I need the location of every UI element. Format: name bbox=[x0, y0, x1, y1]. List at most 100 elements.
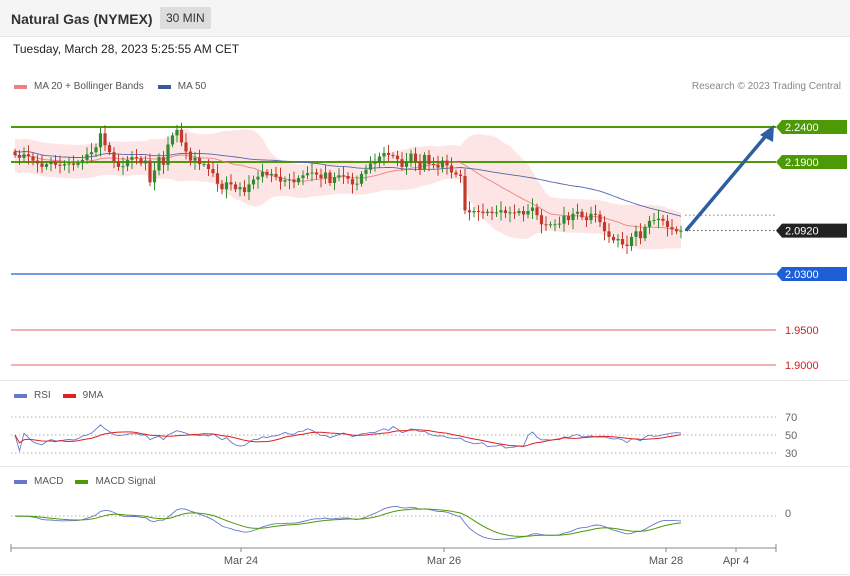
candle-body bbox=[602, 222, 607, 232]
candle-body bbox=[346, 176, 350, 179]
datetime-label: Tuesday, March 28, 2023 5:25:55 AM CET bbox=[13, 42, 240, 56]
candle-body bbox=[287, 179, 292, 181]
level-tag-2.2400 bbox=[776, 120, 847, 134]
candle-body bbox=[62, 164, 67, 166]
candle-body bbox=[337, 175, 341, 178]
level-label-2.1900: 2.1900 bbox=[785, 157, 819, 169]
candle-body bbox=[535, 207, 539, 216]
macd-legend-label: MACD bbox=[34, 476, 64, 487]
price-legend: MA 20 + Bollinger Bands MA 50 bbox=[14, 81, 206, 92]
candle-body bbox=[670, 227, 674, 230]
rsi-tick-label: 30 bbox=[785, 448, 797, 460]
candle-body bbox=[656, 218, 661, 221]
candle-body bbox=[611, 236, 616, 241]
x-axis-label: Mar 24 bbox=[224, 555, 258, 567]
candle-body bbox=[166, 144, 170, 165]
candle-body bbox=[458, 174, 463, 176]
candle-body bbox=[17, 155, 22, 158]
candle-body bbox=[647, 220, 652, 228]
candle-body bbox=[233, 184, 238, 190]
timeframe-badge[interactable]: 30 MIN bbox=[160, 7, 211, 29]
candle-body bbox=[575, 211, 580, 214]
candle-body bbox=[548, 224, 553, 226]
candle-body bbox=[71, 163, 76, 165]
macd-legend: MACD MACD Signal bbox=[14, 476, 155, 487]
forecast-arrow-head bbox=[760, 125, 774, 142]
candle-body bbox=[76, 162, 80, 165]
candle-body bbox=[350, 178, 355, 185]
candle-body bbox=[148, 160, 152, 183]
candle-body bbox=[188, 151, 193, 161]
ma20-swatch bbox=[14, 84, 27, 89]
candle-body bbox=[40, 163, 44, 167]
candle-body bbox=[202, 164, 206, 166]
candle-body bbox=[607, 231, 611, 237]
candle-body bbox=[566, 215, 571, 221]
candle-body bbox=[179, 129, 184, 143]
candle-body bbox=[242, 187, 247, 193]
candle-body bbox=[251, 179, 256, 185]
candle-body bbox=[391, 155, 395, 156]
ma50-swatch bbox=[157, 84, 171, 89]
level-tag-2.1900 bbox=[776, 155, 847, 169]
candle-body bbox=[85, 154, 89, 160]
candle-body bbox=[485, 211, 490, 214]
candle-body bbox=[499, 210, 503, 213]
candle-body bbox=[521, 211, 526, 215]
candle-body bbox=[661, 218, 665, 221]
macd-swatch bbox=[14, 479, 27, 484]
candle-body bbox=[197, 157, 202, 165]
x-axis-label: Mar 26 bbox=[427, 555, 461, 567]
candle-body bbox=[175, 129, 179, 136]
level-label-2.0300: 2.0300 bbox=[785, 269, 819, 281]
rsi-legend-label: RSI bbox=[34, 390, 51, 401]
x-axis-label: Apr 4 bbox=[723, 555, 749, 567]
candle-body bbox=[625, 244, 629, 246]
candlestick-series bbox=[13, 122, 683, 255]
candle-body bbox=[193, 157, 197, 161]
candle-body bbox=[454, 172, 458, 175]
candle-body bbox=[67, 163, 71, 165]
candle-body bbox=[238, 187, 242, 190]
candle-body bbox=[395, 155, 400, 160]
candle-body bbox=[292, 179, 296, 183]
rsi-tick-label: 50 bbox=[785, 430, 797, 442]
credit-label: Research © 2023 Trading Central bbox=[691, 81, 841, 92]
candle-body bbox=[634, 231, 638, 237]
candle-body bbox=[143, 160, 148, 164]
candle-body bbox=[679, 230, 683, 232]
candle-body bbox=[440, 160, 445, 168]
level-label-1.9500: 1.9500 bbox=[785, 325, 819, 337]
macd-signal-line bbox=[14, 508, 682, 537]
candle-body bbox=[49, 162, 53, 165]
candle-body bbox=[490, 211, 494, 214]
candle-body bbox=[26, 154, 31, 157]
candle-body bbox=[134, 157, 139, 159]
rsi-tick-label: 70 bbox=[785, 412, 797, 424]
candle-body bbox=[152, 170, 157, 183]
candle-body bbox=[157, 157, 161, 171]
candle-body bbox=[283, 180, 287, 182]
candle-body bbox=[53, 162, 58, 165]
candle-body bbox=[256, 176, 260, 180]
candle-body bbox=[616, 239, 620, 241]
candle-body bbox=[296, 178, 301, 183]
candle-body bbox=[638, 231, 643, 239]
level-tag-2.0300 bbox=[776, 267, 847, 281]
macd-signal-swatch bbox=[75, 479, 89, 484]
ma50-legend-label: MA 50 bbox=[177, 81, 207, 92]
candle-body bbox=[557, 223, 562, 225]
candle-body bbox=[580, 211, 584, 218]
candle-body bbox=[584, 217, 589, 221]
candle-body bbox=[445, 160, 449, 166]
candle-body bbox=[229, 182, 233, 185]
candle-body bbox=[526, 211, 530, 215]
candle-body bbox=[184, 142, 188, 152]
candle-body bbox=[368, 163, 373, 170]
candle-body bbox=[206, 164, 211, 169]
candle-body bbox=[35, 160, 40, 164]
candle-body bbox=[400, 159, 404, 167]
candle-body bbox=[413, 153, 418, 162]
candle-body bbox=[571, 213, 575, 221]
